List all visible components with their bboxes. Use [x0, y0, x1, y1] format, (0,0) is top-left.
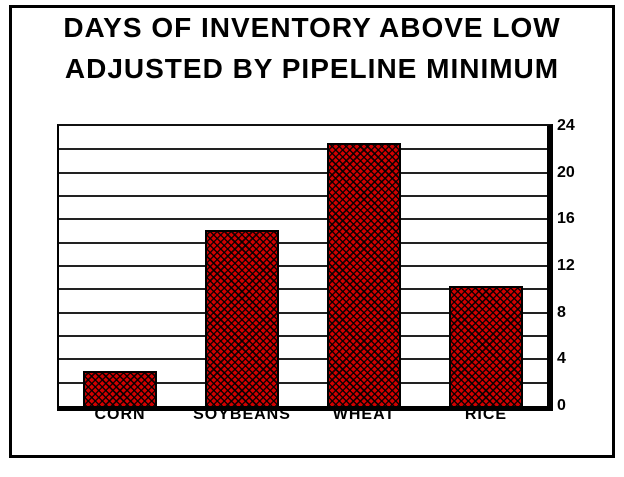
gridline-y14: [59, 241, 547, 244]
bar-rice: [449, 286, 523, 406]
gridline-y6: [59, 335, 547, 337]
gridline-y10: [59, 288, 547, 291]
gridline-y16: [59, 218, 547, 221]
plot-area: [57, 124, 553, 411]
gridline-y8: [59, 311, 547, 314]
gridline-y20: [59, 171, 547, 174]
gridline-y12: [59, 265, 547, 267]
bar-soybeans: [205, 230, 279, 406]
chart-title-line1: DAYS OF INVENTORY ABOVE LOW: [63, 12, 561, 43]
bar-corn: [83, 371, 157, 406]
gridline-y18: [59, 195, 547, 197]
gridline-y22: [59, 148, 547, 151]
gridline-y2: [59, 381, 547, 384]
bar-wheat: [327, 143, 401, 406]
chart-title-line2: ADJUSTED BY PIPELINE MINIMUM: [64, 53, 560, 84]
gridline-y4: [59, 358, 547, 361]
